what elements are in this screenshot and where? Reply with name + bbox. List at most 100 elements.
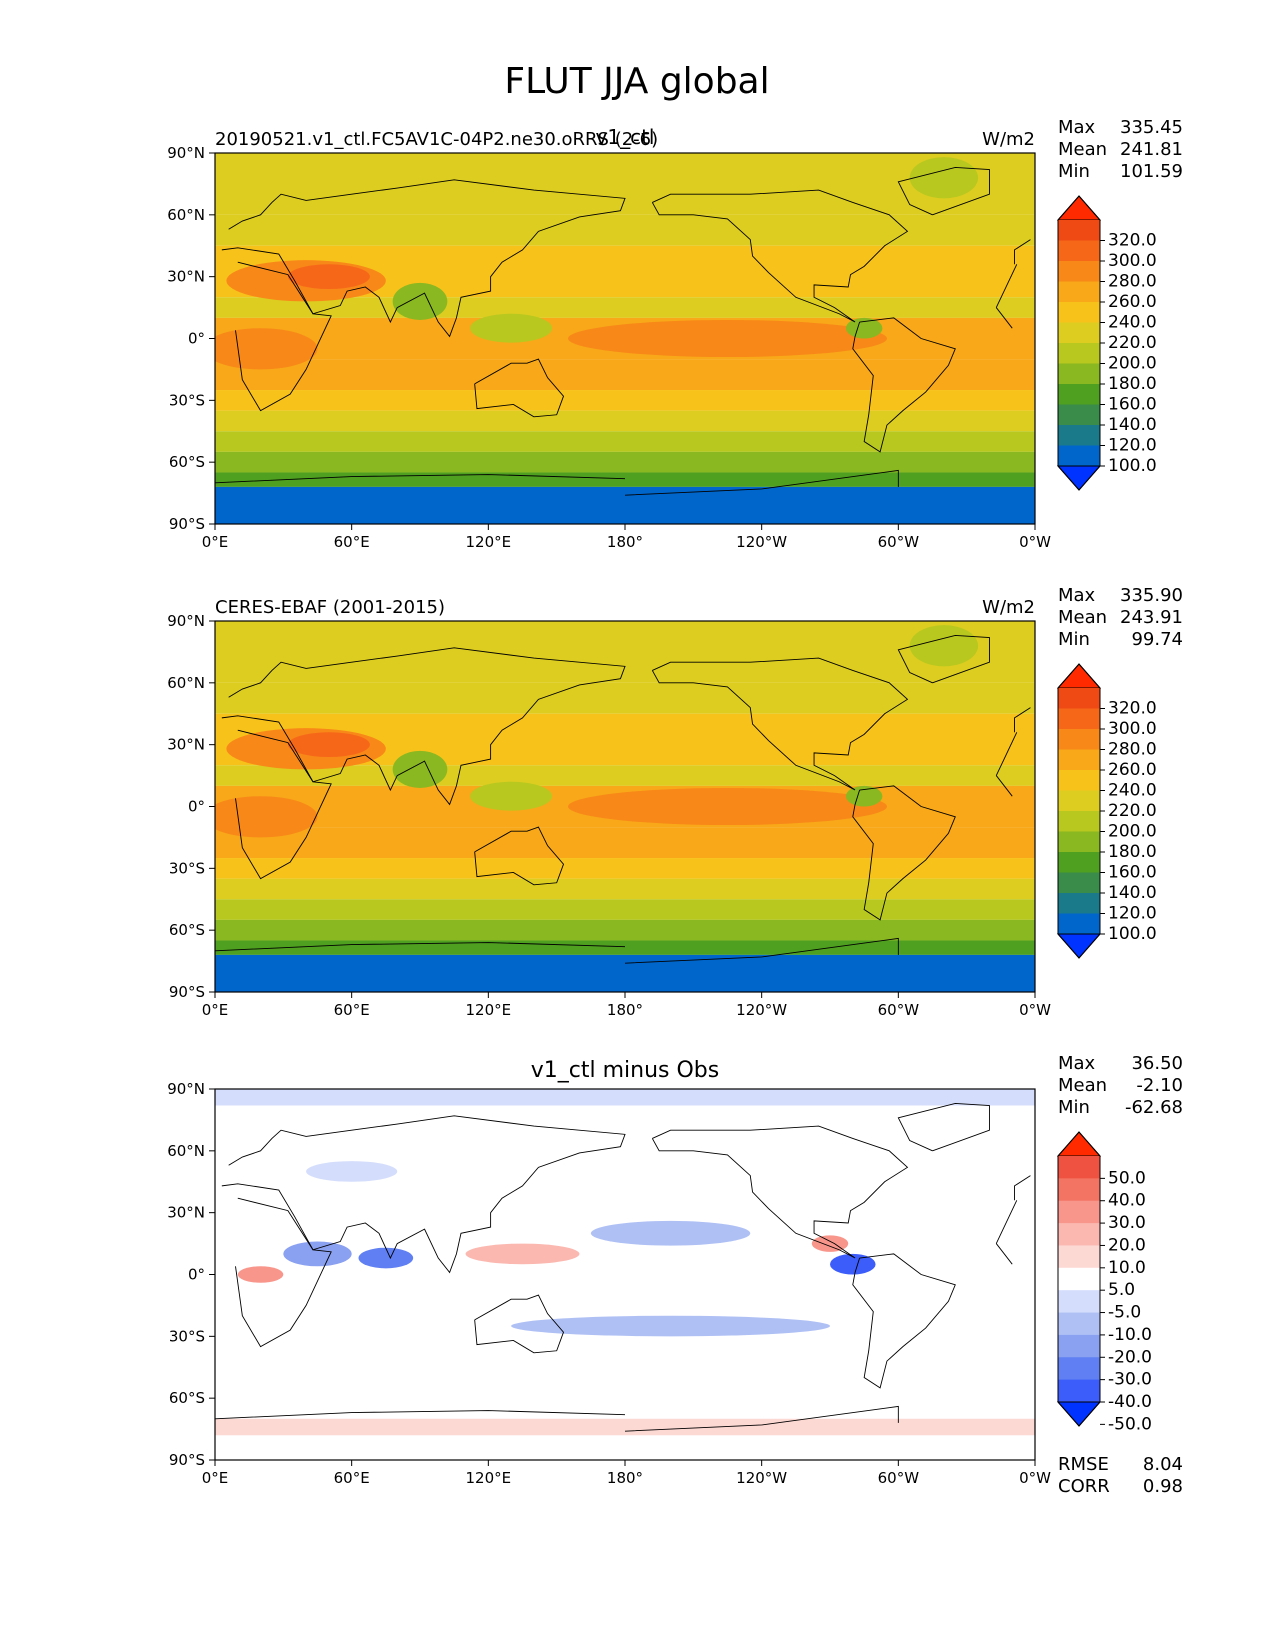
stat-value: 241.81	[1120, 139, 1183, 160]
blob-greenland	[909, 625, 979, 667]
colorbar-segment	[1058, 893, 1100, 914]
coastline-2	[474, 358, 565, 418]
xtick-label: 180°	[607, 1469, 643, 1487]
panel-difference: 90°N 60°N 30°N 0° 30°S 60°S 90°S0°E 60°E 120°E 18…	[167, 1053, 1183, 1497]
stat-label: Max	[1058, 117, 1096, 138]
stat-label: Min	[1058, 1097, 1090, 1118]
colorbar-segment	[1058, 240, 1100, 262]
colorbar-tick-label: -40.0	[1108, 1392, 1152, 1412]
coastline-0	[235, 1197, 332, 1348]
xtick-label: 120°E	[466, 1001, 512, 1019]
field-band-1	[215, 682, 1035, 714]
coastline-0	[235, 729, 332, 880]
colorbar-tick-label: 280.0	[1108, 740, 1157, 760]
stat-label: Max	[1058, 585, 1096, 606]
blob-arabia	[287, 264, 370, 290]
colorbar-tick-label: 180.0	[1108, 374, 1157, 394]
colorbar-segment	[1058, 770, 1100, 791]
field-band-6	[215, 390, 1035, 411]
colorbar-segment	[1058, 1178, 1100, 1202]
colorbar-segment	[1058, 1267, 1100, 1291]
colorbar-tick-label: 50.0	[1108, 1168, 1146, 1188]
xtick-label: 120°E	[466, 1469, 512, 1487]
coastline-0	[995, 732, 1018, 776]
colorbar-segment	[1058, 688, 1100, 709]
colorbar-segment	[1058, 1357, 1100, 1381]
colorbar-segment	[1058, 1290, 1100, 1314]
coastline-5	[897, 1102, 990, 1152]
colorbar-segment	[1058, 322, 1100, 344]
map-field	[215, 621, 1035, 992]
xtick-label: 60°E	[334, 1001, 370, 1019]
ytick-label: 30°S	[169, 1327, 205, 1345]
stat-value: -62.68	[1125, 1097, 1183, 1118]
colorbar-extend-top	[1056, 195, 1102, 221]
ytick-label: 30°S	[169, 391, 205, 409]
colorbar-segment	[1058, 281, 1100, 303]
field-band-0	[215, 1089, 1035, 1106]
colorbar-tick-label: 140.0	[1108, 415, 1157, 435]
colorbar-tick-label: -5.0	[1108, 1303, 1141, 1323]
colorbar-segment	[1058, 404, 1100, 426]
ytick-label: 60°S	[169, 453, 205, 471]
coastline-0	[995, 1243, 1013, 1265]
xtick-label: 120°W	[736, 533, 787, 551]
ytick-label: 0°	[188, 798, 205, 816]
corr-label: CORR	[1058, 1476, 1110, 1497]
stat-value: -2.10	[1136, 1075, 1183, 1096]
blob-diff-8	[237, 1266, 284, 1283]
coastline-1	[221, 179, 626, 338]
stat-value: 36.50	[1131, 1053, 1183, 1074]
colorbar-segment	[1058, 343, 1100, 364]
stat-value: 101.59	[1120, 161, 1183, 182]
blob-monsoon	[392, 750, 448, 788]
xtick-label: 180°	[607, 1001, 643, 1019]
blob-diff-4	[590, 1220, 751, 1246]
colorbar-tick-label: 160.0	[1108, 395, 1157, 415]
figure-title: FLUT JJA global	[504, 61, 769, 102]
colorbar-tick-label: 220.0	[1108, 801, 1157, 821]
colorbar-segment	[1058, 708, 1100, 730]
panel-units: W/m2	[982, 597, 1035, 618]
ytick-label: 0°	[188, 330, 205, 348]
stat-value: 99.74	[1131, 629, 1183, 650]
blob-diff-3	[465, 1243, 580, 1265]
colorbar-segment	[1058, 831, 1100, 853]
colorbar-segment	[1058, 425, 1100, 446]
blob-monsoon	[392, 282, 448, 320]
coastline-2	[474, 1294, 565, 1354]
blob-safrica	[215, 328, 318, 370]
xtick-label: 60°W	[878, 1001, 920, 1019]
stat-label: Mean	[1058, 1075, 1107, 1096]
coastline-5	[897, 634, 990, 684]
colorbar-tick-label: 160.0	[1108, 863, 1157, 883]
blob-warmpool	[470, 781, 553, 811]
panel-test: 90°N 60°N 30°N 0° 30°S 60°S 90°S0°E 60°E 120°E 18…	[167, 117, 1183, 551]
ytick-label: 90°N	[167, 144, 205, 162]
coastline-6	[215, 474, 626, 484]
colorbar-segment	[1058, 1379, 1100, 1403]
field-band-1	[215, 1418, 1035, 1436]
colorbar-tick-label: 40.0	[1108, 1191, 1146, 1211]
stat-value: 243.91	[1120, 607, 1183, 628]
colorbar: 50.0 40.030.020.0 10.05.0 -5.0-10.0-20.0 -30…	[1056, 1131, 1152, 1434]
colorbar: 320.0300.0280.0260.0240.0220.0200.0180.0…	[1056, 195, 1157, 491]
coastline-3	[651, 657, 909, 791]
xtick-label: 60°E	[334, 1469, 370, 1487]
xtick-label: 0°W	[1019, 1469, 1051, 1487]
colorbar-segment	[1058, 1245, 1100, 1269]
colorbar-segment	[1058, 872, 1100, 894]
xtick-label: 0°E	[202, 533, 229, 551]
field-band-8	[215, 431, 1035, 452]
blob-greenland	[909, 157, 979, 199]
coastline-4	[852, 785, 956, 921]
colorbar-segment	[1058, 261, 1100, 282]
blob-colombia	[845, 317, 883, 339]
colorbar-segment	[1058, 384, 1100, 405]
colorbar-extend-bottom	[1056, 933, 1102, 959]
colorbar-extend-top	[1056, 663, 1102, 689]
coastline-0	[995, 307, 1013, 329]
coastline-0	[995, 775, 1013, 797]
field-band-9	[215, 451, 1035, 473]
